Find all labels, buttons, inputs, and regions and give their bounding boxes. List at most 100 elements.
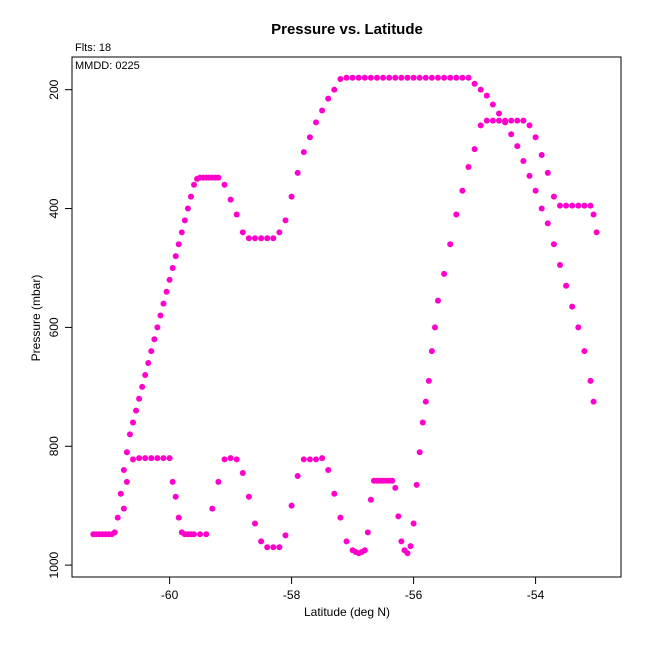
data-point	[181, 217, 188, 224]
data-point	[160, 455, 167, 462]
data-point	[526, 122, 533, 129]
data-point	[343, 538, 350, 545]
data-point	[258, 235, 265, 242]
data-point	[300, 149, 307, 156]
data-point	[398, 538, 405, 545]
data-point	[367, 496, 374, 503]
data-point	[508, 117, 515, 124]
data-point	[175, 514, 182, 521]
data-point	[410, 74, 417, 81]
data-point	[471, 146, 478, 153]
data-point	[465, 74, 472, 81]
data-point	[380, 74, 387, 81]
data-point	[459, 187, 466, 194]
data-point	[392, 74, 399, 81]
x-tick-label: -56	[405, 588, 423, 602]
x-tick-label: -54	[527, 588, 545, 602]
data-point	[575, 202, 582, 209]
data-point	[233, 211, 240, 218]
data-point	[483, 92, 490, 99]
data-point	[282, 532, 289, 539]
data-point	[313, 456, 319, 463]
y-tick-label: 1000	[47, 551, 61, 578]
data-point	[538, 205, 545, 212]
data-point	[239, 470, 246, 476]
data-point	[233, 456, 240, 463]
data-point	[447, 74, 454, 81]
data-point	[465, 163, 472, 170]
data-point	[239, 229, 246, 236]
data-point	[227, 196, 234, 203]
data-point	[145, 360, 152, 367]
data-point	[245, 235, 252, 242]
y-axis-label: Pressure (mbar)	[29, 275, 43, 362]
data-point	[120, 467, 127, 474]
data-point	[587, 202, 594, 209]
data-point	[496, 110, 502, 117]
data-point	[264, 544, 271, 551]
y-tick-label: 600	[47, 317, 61, 337]
data-point	[154, 455, 161, 462]
data-point	[581, 202, 588, 209]
data-point	[483, 117, 490, 124]
data-point	[191, 531, 197, 538]
data-point	[422, 74, 429, 81]
data-point	[282, 217, 289, 224]
data-point	[508, 131, 515, 138]
data-point	[520, 117, 527, 124]
data-point	[123, 449, 130, 456]
data-point	[453, 74, 460, 81]
data-point	[130, 456, 136, 463]
data-point	[264, 235, 271, 242]
data-point	[581, 348, 588, 355]
y-tick-label: 200	[47, 79, 61, 99]
data-point	[203, 531, 210, 538]
data-point	[422, 398, 429, 405]
x-tick-label: -60	[161, 588, 179, 602]
data-point	[172, 253, 179, 260]
annotation-flts: Flts: 18	[75, 42, 111, 54]
data-point	[343, 74, 350, 81]
data-point	[364, 529, 371, 536]
data-point	[407, 543, 414, 550]
data-point	[569, 303, 576, 310]
data-point	[258, 538, 265, 545]
data-point	[187, 193, 194, 200]
data-points	[90, 74, 600, 557]
data-point	[392, 484, 399, 491]
data-point	[148, 348, 155, 355]
data-point	[361, 547, 368, 554]
data-point	[331, 490, 338, 497]
data-point	[166, 276, 173, 283]
data-point	[435, 297, 441, 304]
data-point	[160, 300, 167, 307]
data-point	[520, 158, 527, 164]
data-point	[209, 505, 216, 512]
data-point	[428, 348, 435, 355]
data-point	[191, 181, 197, 188]
data-point	[197, 531, 204, 538]
data-point	[496, 117, 502, 124]
data-point	[306, 134, 313, 141]
data-point	[410, 520, 417, 527]
x-axis-label: Latitude (deg N)	[304, 605, 390, 619]
data-point	[532, 187, 539, 194]
data-point	[172, 493, 179, 500]
data-point	[331, 86, 338, 93]
data-point	[252, 235, 258, 242]
data-point	[563, 202, 570, 209]
y-tick-label: 800	[47, 436, 61, 456]
data-point	[184, 205, 191, 212]
data-point	[367, 74, 374, 81]
data-point	[550, 193, 557, 200]
data-point	[136, 455, 143, 462]
data-point	[404, 74, 411, 81]
data-point	[557, 262, 563, 268]
data-point	[389, 477, 396, 484]
data-point	[139, 383, 146, 390]
data-point	[270, 235, 277, 242]
y-axis: 200 400 600 800 1000	[47, 79, 72, 578]
data-point	[169, 264, 176, 271]
annotation-mmdd: MMDD: 0225	[75, 60, 140, 72]
x-tick-label: -58	[283, 588, 301, 602]
